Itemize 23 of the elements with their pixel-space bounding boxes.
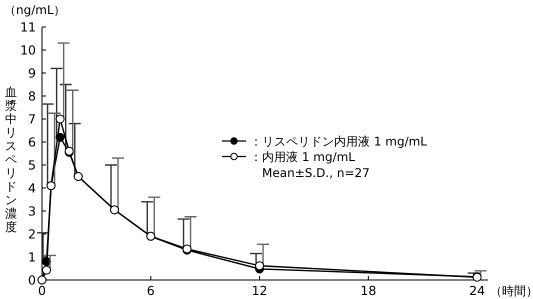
x-tick-label: 24: [469, 283, 486, 298]
y-tick-label: 10: [20, 42, 36, 58]
y-tick-label: 1: [28, 250, 36, 264]
y-tick-label: 6: [28, 134, 36, 150]
x-tick-label: 12: [252, 283, 268, 298]
y-tick-label: 11: [20, 20, 36, 34]
x-tick-label: 6: [146, 283, 155, 298]
legend-label: ：リスペリドン内用液 1 mg/mL: [250, 134, 428, 148]
x-tick-label: 18: [360, 283, 376, 298]
y-tick-label: 4: [28, 180, 36, 196]
x-tick-label: 0: [38, 283, 46, 298]
text: （ng/mL）: [4, 3, 66, 17]
y-tick-label: 7: [28, 112, 36, 126]
y-tick-label: 9: [28, 66, 36, 80]
y-tick-label: 3: [28, 204, 36, 218]
annotation: Mean±S.D., n=27: [262, 166, 370, 180]
legend-label: ：内用液 1 mg/mL: [250, 150, 356, 164]
y-tick-label: 0: [28, 272, 36, 288]
x-axis-title: （時間）: [490, 284, 533, 298]
y-tick-label: 2: [28, 226, 36, 242]
text: 血漿中リスペリドン濃度: [5, 85, 17, 234]
y-tick-label: 5: [28, 158, 36, 172]
y-tick-label: 8: [28, 88, 36, 104]
